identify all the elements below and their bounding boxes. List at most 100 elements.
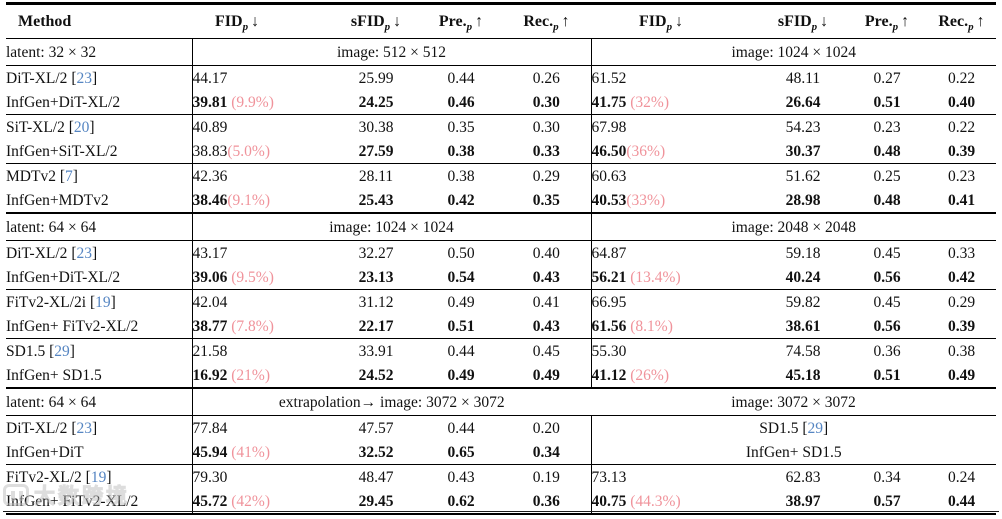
metric-value: 40.89 bbox=[192, 119, 228, 136]
metric-cell: 0.39 bbox=[927, 139, 996, 164]
metric-value: 33.91 bbox=[358, 343, 394, 360]
citation-link[interactable]: 19 bbox=[95, 294, 111, 311]
metric-value: 0.34 bbox=[873, 469, 901, 486]
metric-cell: 0.36 bbox=[502, 489, 591, 515]
metric-value: 0.44 bbox=[447, 70, 475, 87]
metric-cell: 74.58 bbox=[759, 338, 847, 363]
metric-value: 27.59 bbox=[358, 143, 394, 160]
metric-cell: 0.30 bbox=[502, 114, 591, 139]
citation-link[interactable]: 20 bbox=[73, 119, 90, 136]
citation-link[interactable]: 23 bbox=[76, 245, 92, 262]
table-row: DiT-XL/2 [23] 44.17 25.99 0.44 0.26 61.52 48.1… bbox=[6, 65, 996, 91]
metric-subscript: p bbox=[811, 21, 818, 34]
section-latent-label: latent: 64 × 64 bbox=[6, 212, 192, 241]
metric-value: 29.45 bbox=[358, 493, 394, 510]
metric-value: 0.57 bbox=[873, 493, 901, 510]
metric-cell: 0.44 bbox=[927, 489, 996, 515]
citation-link[interactable]: 29 bbox=[54, 343, 70, 360]
metric-cell: 0.46 bbox=[420, 90, 502, 115]
metric-cell: 0.38 bbox=[420, 139, 502, 164]
metric-cell: 60.63 bbox=[590, 163, 759, 188]
section-latent-label: latent: 64 × 64 bbox=[6, 387, 192, 416]
metric-value: 66.95 bbox=[591, 294, 627, 311]
metric-value: 0.42 bbox=[447, 192, 475, 209]
improvement-percent: (42%) bbox=[227, 493, 270, 510]
metric-cell: 64.87 bbox=[590, 240, 759, 265]
method-cell: SD1.5 [29] bbox=[6, 338, 192, 363]
metric-value: 24.52 bbox=[358, 367, 394, 384]
citation-link[interactable]: 19 bbox=[90, 469, 107, 486]
metric-cell: 21.58 bbox=[191, 338, 332, 363]
metric-value: 51.62 bbox=[785, 168, 821, 185]
arrow-up-icon: ↑ bbox=[475, 13, 484, 30]
metric-value: 77.84 bbox=[192, 420, 228, 437]
metric-value: 40.24 bbox=[785, 269, 821, 286]
metric-cell: 0.48 bbox=[847, 139, 927, 164]
method-cell: InfGen+ SD1.5 bbox=[6, 363, 192, 388]
metric-cell: 25.99 bbox=[332, 66, 420, 91]
improvement-percent: (5.0%) bbox=[227, 143, 270, 160]
metric-cell: 42.04 bbox=[191, 289, 332, 314]
table-row: DiT-XL/2 [23] 77.84 47.57 0.44 0.20 SD1.5 [29… bbox=[6, 415, 996, 440]
metric-subscript: p bbox=[968, 21, 974, 34]
metric-value: 0.49 bbox=[947, 367, 976, 384]
citation-link[interactable]: 23 bbox=[76, 70, 92, 87]
metric-value: 16.92 bbox=[192, 367, 228, 384]
metric-cell: 40.24 bbox=[759, 265, 847, 290]
method-label: InfGen+SiT-XL/2 bbox=[6, 143, 118, 160]
arrow-down-icon: ↓ bbox=[820, 13, 829, 30]
metric-value: 0.23 bbox=[873, 119, 901, 136]
metric-value: 39.06 bbox=[192, 269, 228, 286]
metric-subscript: p bbox=[242, 21, 249, 34]
metric-cell: 0.23 bbox=[847, 114, 927, 139]
metric-cell: 30.37 bbox=[759, 139, 847, 164]
improvement-percent: (13.4%) bbox=[626, 269, 681, 286]
metric-subscript: p bbox=[892, 21, 899, 34]
citation-link[interactable]: 7 bbox=[65, 168, 73, 185]
table-row: InfGen+ FiTv2-XL/2 45.72 (42%) 29.45 0.62 0.… bbox=[6, 489, 996, 515]
method-label: InfGen+ FiTv2-XL/2 bbox=[6, 318, 139, 335]
table-header-row: Method FIDp ↓ sFIDp ↓ Pre.p ↑ Rec.p ↑ FIDp ↓ sFIDp ↓… bbox=[6, 2, 996, 39]
col-header-fid-left: FIDp ↓ bbox=[192, 2, 332, 39]
col-header-sfid-left: sFIDp ↓ bbox=[332, 2, 420, 39]
metric-cell: 77.84 bbox=[191, 415, 332, 440]
citation-link[interactable]: 23 bbox=[76, 420, 92, 437]
metric-cell: 26.64 bbox=[759, 90, 847, 115]
metric-cell: 41.75 (32%) bbox=[590, 90, 759, 115]
metric-cell: 0.51 bbox=[420, 314, 502, 339]
metric-cell: 55.30 bbox=[590, 338, 759, 363]
metric-cell: 0.44 bbox=[420, 338, 502, 363]
metric-value: 0.44 bbox=[447, 420, 475, 437]
improvement-percent: (7.8%) bbox=[227, 318, 274, 335]
arrow-up-icon: ↑ bbox=[561, 13, 570, 30]
metric-value: 0.38 bbox=[447, 168, 475, 185]
table-row: FiTv2-XL/2i [19] 42.04 31.12 0.49 0.41 66.95 5… bbox=[6, 289, 996, 314]
spanned-method-cell: InfGen+ SD1.5 bbox=[590, 440, 996, 465]
col-header-pre-left: Pre.p ↑ bbox=[420, 2, 502, 39]
col-header-pre-right: Pre.p ↑ bbox=[847, 2, 927, 39]
metric-value: 59.18 bbox=[785, 245, 821, 262]
metric-value: 0.51 bbox=[873, 94, 901, 111]
metric-cell: 0.29 bbox=[502, 163, 591, 188]
col-header-method: Method bbox=[6, 2, 192, 39]
method-label: SD1.5 bbox=[6, 343, 46, 360]
metric-name: Pre. bbox=[864, 13, 893, 30]
metric-value: 55.30 bbox=[591, 343, 627, 360]
metric-value: 0.43 bbox=[447, 469, 475, 486]
citation-link[interactable]: 29 bbox=[807, 420, 824, 437]
method-cell: InfGen+ FiTv2-XL/2 bbox=[6, 314, 192, 339]
metric-cell: 43.17 bbox=[191, 240, 332, 265]
metric-value: 0.50 bbox=[447, 245, 475, 262]
metric-subscript: p bbox=[466, 21, 473, 34]
metric-cell: 0.49 bbox=[927, 363, 996, 388]
metric-cell: 0.49 bbox=[502, 363, 591, 388]
metric-cell: 0.45 bbox=[847, 241, 927, 266]
method-cell: DiT-XL/2 [23] bbox=[6, 420, 98, 437]
metric-name: sFID bbox=[777, 13, 812, 30]
metric-value: 59.82 bbox=[785, 294, 821, 311]
metric-value: 64.87 bbox=[591, 245, 627, 262]
metric-value: 67.98 bbox=[591, 119, 627, 136]
arrow-down-icon: ↓ bbox=[251, 13, 260, 30]
metric-cell: 0.26 bbox=[502, 66, 591, 91]
